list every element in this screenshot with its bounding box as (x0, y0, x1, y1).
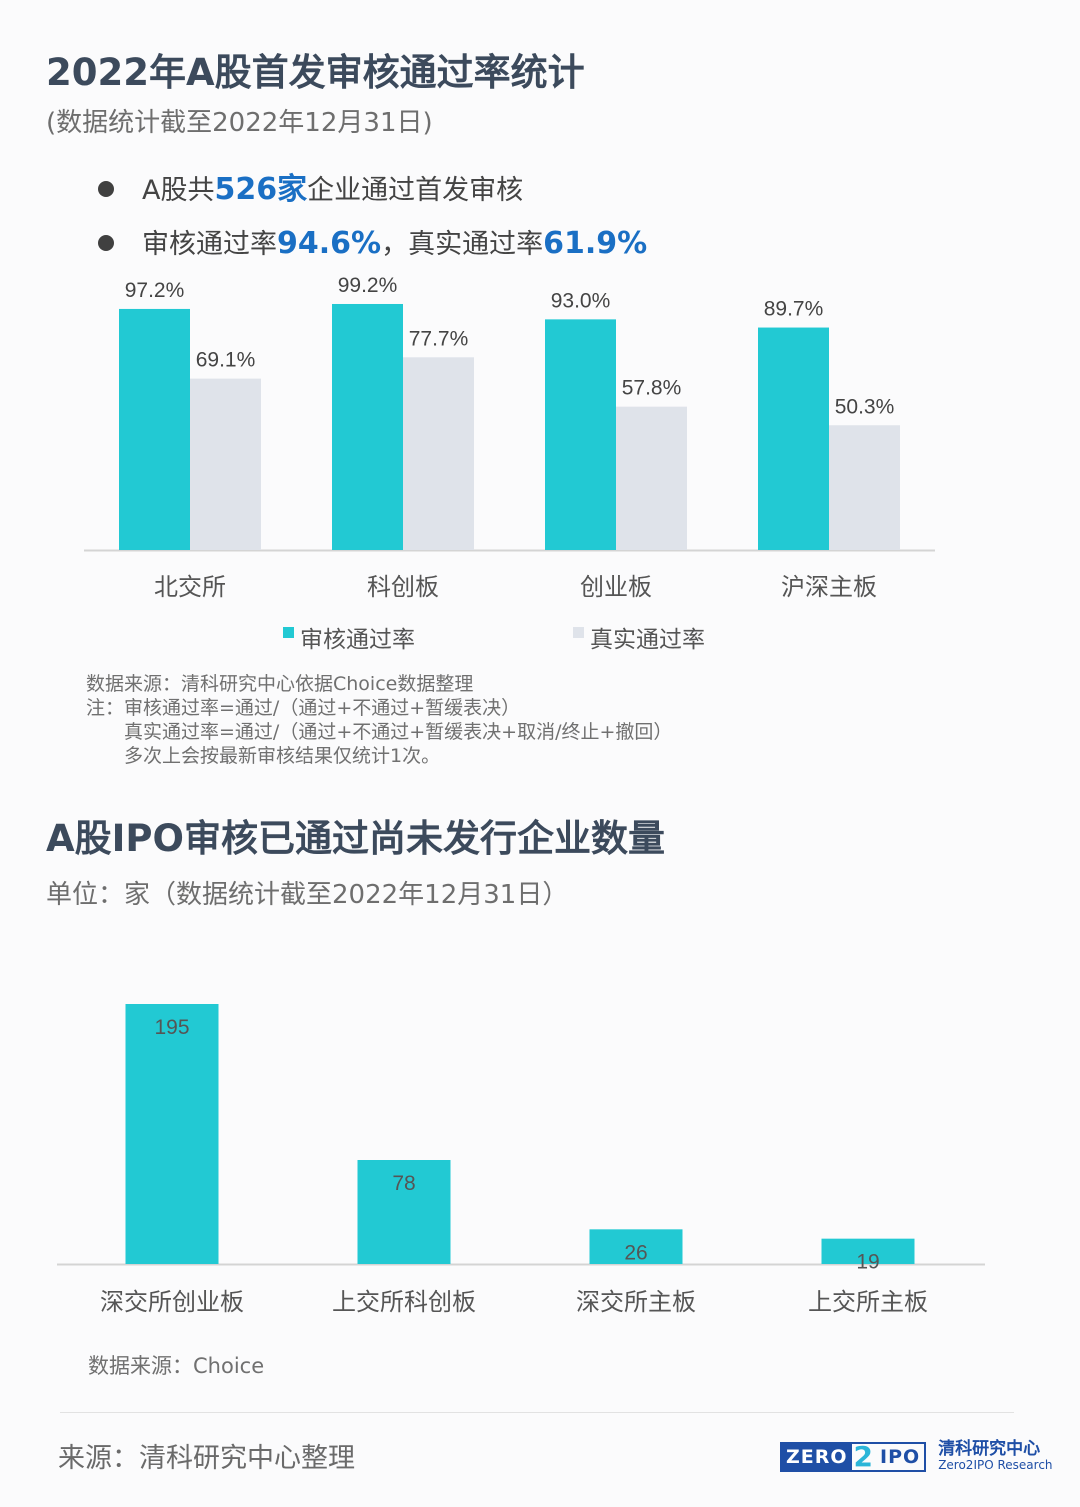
category-label: 科创板 (367, 573, 439, 601)
footer-source: 来源：清科研究中心整理 (58, 1443, 355, 1474)
logo-ipo: IPO (880, 1446, 921, 1468)
bar-pending-count (589, 1229, 683, 1264)
note-line: 数据来源：清科研究中心依据Choice数据整理 (86, 673, 474, 695)
legend-swatch-review (283, 627, 294, 638)
bar-true-rate (616, 406, 687, 550)
zero2ipo-logo: ZERO 2 IPO 清科研究中心 Zero2IPO Research (780, 1440, 1053, 1474)
bullet-dot-icon (98, 180, 114, 197)
data-label: 50.3% (835, 395, 895, 418)
note-line: 真实通过率=通过/（通过+不通过+暂缓表决+取消/终止+撤回） (86, 721, 673, 743)
bullet-approved-count: A股共526家企业通过首发审核 (98, 164, 523, 208)
data-label: 69.1% (196, 349, 256, 372)
category-label: 深交所创业板 (100, 1288, 244, 1316)
section2-subtitle: 单位：家（数据统计截至2022年12月31日） (46, 880, 569, 910)
bullet-dot-icon (98, 234, 114, 251)
data-label: 57.8% (622, 377, 682, 400)
legend-label-true: 真实通过率 (590, 627, 705, 653)
bullet1-post: 企业通过首发审核 (307, 175, 524, 206)
logo-cn: 清科研究中心 (938, 1439, 1041, 1459)
logo-mark: ZERO 2 IPO (780, 1440, 927, 1473)
pass-rate-chart: 97.2% 69.1% 北交所 99.2% 77.7% 科创板 93.0% 57.8% 创业板 8… (84, 274, 935, 601)
category-label: 沪深主板 (781, 573, 877, 601)
bar-review-rate (119, 308, 190, 550)
bullet2-pre: 审核通过率 (142, 229, 277, 260)
data-label: 77.7% (409, 327, 469, 350)
category-label: 创业板 (580, 573, 652, 601)
bar-true-rate (829, 425, 900, 550)
bullet1-number: 526家 (214, 172, 308, 207)
data-label: 93.0% (551, 289, 611, 312)
bar-pending-count (821, 1238, 915, 1264)
bullet1-pre: A股共 (142, 175, 215, 206)
legend-item-review-rate: 审核通过率 (283, 620, 415, 654)
legend-swatch-true (573, 627, 584, 638)
footer-divider (60, 1412, 1014, 1413)
category-label: 深交所主板 (576, 1288, 696, 1316)
logo-text: 清科研究中心 Zero2IPO Research (938, 1441, 1052, 1473)
bar-review-rate (545, 319, 616, 550)
bullet-pass-rates: 审核通过率94.6%，真实通过率61.9% (98, 222, 647, 261)
data-label: 99.2% (338, 274, 398, 297)
legend-label-review: 审核通过率 (300, 627, 415, 653)
logo-zero: ZERO (782, 1444, 852, 1470)
section1-subtitle: (数据统计截至2022年12月31日) (46, 108, 433, 138)
bar-pending-count (357, 1160, 451, 1264)
category-label: 北交所 (154, 573, 226, 601)
data-label: 78 (392, 1172, 415, 1195)
section1-notes: 数据来源：清科研究中心依据Choice数据整理 注：审核通过率=通过/（通过+不… (86, 672, 672, 768)
bar-true-rate (403, 357, 474, 550)
section2-source: 数据来源：Choice (88, 1354, 265, 1378)
bar-true-rate (190, 378, 261, 550)
data-label: 19 (856, 1251, 879, 1274)
bar-review-rate (332, 303, 403, 550)
category-label: 上交所主板 (808, 1288, 928, 1316)
bar-pending-count (125, 1004, 219, 1264)
bullet2-rate1: 94.6% (277, 226, 382, 261)
data-label: 26 (624, 1241, 647, 1264)
legend-item-true-rate: 真实通过率 (573, 620, 705, 654)
section2-title: A股IPO审核已通过尚未发行企业数量 (46, 817, 665, 860)
logo-two: 2 (853, 1440, 875, 1473)
data-label: 89.7% (764, 298, 824, 321)
pending-ipo-chart: 195 深交所创业板 78 上交所科创板 26 深交所主板 19 上交所主板 (57, 1004, 985, 1316)
section1-title: 2022年A股首发审核通过率统计 (46, 51, 585, 94)
note-line: 多次上会按最新审核结果仅统计1次。 (86, 745, 441, 767)
logo-en: Zero2IPO Research (938, 1458, 1053, 1472)
data-label: 97.2% (125, 279, 185, 302)
bullet2-rate2: 61.9% (543, 226, 648, 261)
note-line: 注：审核通过率=通过/（通过+不通过+暂缓表决） (86, 697, 521, 719)
bullet2-mid: ，真实通过率 (381, 229, 544, 260)
category-label: 上交所科创板 (332, 1288, 476, 1316)
data-label: 195 (154, 1016, 189, 1039)
bar-review-rate (758, 327, 829, 550)
